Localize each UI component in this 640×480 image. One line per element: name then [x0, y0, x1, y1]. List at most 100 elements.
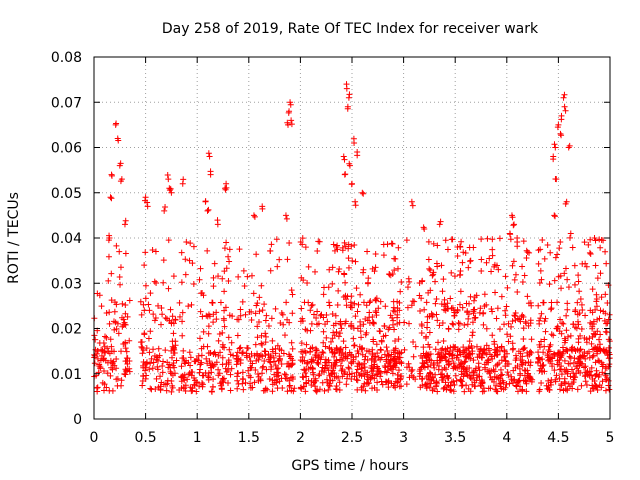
data-point: [386, 324, 393, 331]
data-point: [151, 317, 158, 324]
data-point: [567, 230, 574, 237]
data-point: [168, 388, 175, 395]
y-axis-title: ROTI / TECUs: [6, 192, 22, 284]
data-point: [391, 255, 398, 262]
data-point: [597, 270, 604, 277]
data-point: [461, 321, 468, 328]
data-point: [553, 372, 560, 379]
data-point: [151, 278, 158, 285]
data-point: [560, 348, 567, 355]
data-point: [273, 236, 280, 243]
data-point: [476, 367, 483, 374]
data-point: [427, 287, 434, 294]
data-point: [406, 374, 413, 381]
data-point: [440, 338, 447, 345]
data-point: [423, 299, 430, 306]
data-point: [538, 380, 545, 387]
data-point: [481, 388, 488, 395]
data-point: [519, 361, 526, 368]
data-point: [196, 383, 203, 390]
x-tick-label: 1: [193, 430, 202, 446]
data-point: [594, 275, 601, 282]
data-point: [304, 280, 311, 287]
data-point: [377, 369, 384, 376]
data-point: [604, 300, 611, 307]
data-point: [179, 318, 186, 325]
data-point: [594, 350, 601, 357]
data-point: [302, 349, 309, 356]
data-point: [470, 357, 477, 364]
data-point: [210, 319, 217, 326]
data-point: [162, 315, 169, 322]
data-point: [197, 265, 204, 272]
data-point: [240, 386, 247, 393]
data-point: [503, 303, 510, 310]
data-point: [429, 387, 436, 394]
data-point: [326, 299, 333, 306]
data-point: [441, 296, 448, 303]
data-point: [497, 379, 504, 386]
data-point: [172, 316, 179, 323]
data-point: [409, 366, 416, 373]
data-point: [258, 282, 265, 289]
data-point: [378, 337, 385, 344]
data-point: [424, 313, 431, 320]
data-point: [525, 370, 532, 377]
data-point: [142, 282, 149, 289]
data-point: [315, 238, 322, 245]
data-point: [343, 81, 350, 88]
data-point: [284, 388, 291, 395]
data-point: [499, 371, 506, 378]
data-point: [338, 325, 345, 332]
data-point: [606, 386, 613, 393]
data-point: [486, 370, 493, 377]
data-point: [347, 304, 354, 311]
data-point: [462, 358, 469, 365]
data-point: [284, 360, 291, 367]
data-point: [237, 306, 244, 313]
data-point: [160, 358, 167, 365]
data-point: [239, 349, 246, 356]
data-point: [483, 342, 490, 349]
data-point: [273, 373, 280, 380]
data-point: [221, 288, 228, 295]
data-point: [193, 378, 200, 385]
chart-title: Day 258 of 2019, Rate Of TEC Index for r…: [162, 21, 539, 37]
x-tick-label: 2.5: [341, 430, 363, 446]
data-point: [444, 383, 451, 390]
data-point: [103, 334, 110, 341]
data-point: [385, 353, 392, 360]
data-point: [245, 367, 252, 374]
data-point: [123, 348, 130, 355]
data-point: [159, 369, 166, 376]
data-point: [147, 385, 154, 392]
data-point: [176, 299, 183, 306]
data-point: [522, 318, 529, 325]
data-point: [272, 362, 279, 369]
data-point: [541, 336, 548, 343]
data-point: [493, 388, 500, 395]
data-point: [480, 321, 487, 328]
data-point: [181, 358, 188, 365]
data-point: [589, 333, 596, 340]
data-point: [155, 345, 162, 352]
data-point: [309, 301, 316, 308]
data-point: [520, 325, 527, 332]
data-point: [418, 322, 425, 329]
data-point: [465, 315, 472, 322]
data-point: [256, 308, 263, 315]
data-point: [169, 372, 176, 379]
data-point: [566, 234, 573, 241]
data-point: [390, 298, 397, 305]
data-point: [574, 311, 581, 318]
data-point: [350, 335, 357, 342]
data-point: [438, 377, 445, 384]
data-point: [374, 379, 381, 386]
data-point: [358, 384, 365, 391]
data-point: [205, 206, 212, 213]
data-point: [318, 311, 325, 318]
data-point: [605, 363, 612, 370]
data-point: [575, 272, 582, 279]
data-point: [199, 290, 206, 297]
data-point: [484, 357, 491, 364]
